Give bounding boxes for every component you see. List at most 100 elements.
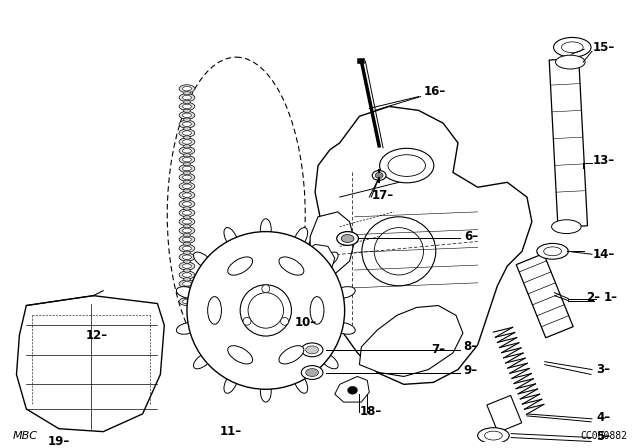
Ellipse shape [179, 173, 195, 181]
Ellipse shape [184, 162, 191, 166]
Ellipse shape [184, 242, 191, 246]
Ellipse shape [184, 295, 191, 299]
Text: 7–: 7– [431, 343, 445, 356]
Ellipse shape [182, 202, 191, 206]
Text: 2–: 2– [586, 291, 600, 304]
Ellipse shape [279, 257, 304, 275]
Ellipse shape [556, 55, 585, 69]
Ellipse shape [179, 156, 195, 164]
Ellipse shape [179, 120, 195, 128]
Ellipse shape [182, 290, 191, 295]
Ellipse shape [552, 220, 581, 233]
Text: 5–: 5– [596, 430, 610, 443]
Ellipse shape [179, 164, 195, 172]
Ellipse shape [320, 252, 338, 268]
Text: 9–: 9– [463, 364, 477, 377]
Text: 12–: 12– [86, 328, 108, 341]
Ellipse shape [184, 154, 191, 157]
Ellipse shape [182, 193, 191, 198]
Ellipse shape [182, 264, 191, 268]
Ellipse shape [477, 428, 509, 444]
Ellipse shape [301, 366, 323, 379]
Text: 10–: 10– [294, 316, 317, 329]
Ellipse shape [179, 182, 195, 190]
Ellipse shape [179, 253, 195, 261]
Polygon shape [487, 396, 522, 432]
Text: 18–: 18– [360, 405, 381, 418]
Ellipse shape [182, 122, 191, 126]
Ellipse shape [179, 85, 195, 93]
Ellipse shape [179, 138, 195, 146]
Ellipse shape [306, 346, 319, 354]
Ellipse shape [337, 232, 358, 246]
Text: 19–: 19– [48, 435, 70, 448]
Ellipse shape [182, 149, 191, 153]
Ellipse shape [179, 209, 195, 217]
Ellipse shape [179, 297, 195, 306]
Ellipse shape [334, 287, 355, 298]
Ellipse shape [182, 113, 191, 117]
Ellipse shape [380, 148, 434, 183]
Ellipse shape [224, 373, 237, 393]
Ellipse shape [182, 246, 191, 250]
Ellipse shape [294, 373, 308, 393]
Ellipse shape [184, 136, 191, 139]
Ellipse shape [182, 175, 191, 180]
Ellipse shape [301, 343, 323, 357]
Ellipse shape [193, 353, 212, 369]
Polygon shape [335, 376, 369, 402]
Ellipse shape [224, 228, 237, 248]
Ellipse shape [182, 220, 191, 224]
Ellipse shape [184, 224, 191, 228]
Ellipse shape [184, 251, 191, 254]
Ellipse shape [193, 252, 212, 268]
Ellipse shape [179, 103, 195, 110]
Polygon shape [549, 59, 588, 227]
Ellipse shape [184, 287, 191, 290]
Ellipse shape [179, 218, 195, 226]
Text: 4–: 4– [596, 411, 610, 424]
Circle shape [248, 293, 284, 328]
Circle shape [280, 317, 289, 325]
Polygon shape [516, 254, 573, 338]
Ellipse shape [179, 94, 195, 102]
Text: MBC: MBC [13, 431, 38, 440]
Ellipse shape [306, 369, 319, 376]
Ellipse shape [182, 86, 191, 91]
Ellipse shape [177, 287, 198, 298]
Ellipse shape [182, 228, 191, 233]
Ellipse shape [334, 323, 355, 334]
Ellipse shape [179, 280, 195, 288]
Ellipse shape [184, 207, 191, 210]
Ellipse shape [388, 155, 426, 177]
Ellipse shape [179, 129, 195, 137]
Ellipse shape [228, 346, 253, 364]
Ellipse shape [179, 271, 195, 279]
Ellipse shape [179, 236, 195, 243]
Ellipse shape [184, 118, 191, 121]
Ellipse shape [179, 200, 195, 208]
Ellipse shape [182, 299, 191, 304]
Ellipse shape [184, 189, 191, 193]
Ellipse shape [362, 217, 436, 286]
Ellipse shape [544, 247, 561, 256]
Ellipse shape [184, 269, 191, 272]
Ellipse shape [182, 255, 191, 259]
Text: 1–: 1– [604, 291, 618, 304]
Ellipse shape [484, 431, 502, 440]
Ellipse shape [179, 112, 195, 119]
Ellipse shape [184, 91, 191, 95]
Ellipse shape [260, 219, 271, 241]
Ellipse shape [372, 171, 386, 181]
Text: 8–: 8– [463, 340, 477, 353]
Circle shape [262, 285, 269, 293]
Ellipse shape [182, 166, 191, 171]
Ellipse shape [182, 237, 191, 241]
Ellipse shape [182, 95, 191, 100]
Ellipse shape [182, 131, 191, 135]
Ellipse shape [179, 245, 195, 252]
Text: 15–: 15– [593, 41, 615, 54]
Ellipse shape [182, 211, 191, 215]
Polygon shape [310, 212, 355, 274]
Ellipse shape [179, 262, 195, 270]
